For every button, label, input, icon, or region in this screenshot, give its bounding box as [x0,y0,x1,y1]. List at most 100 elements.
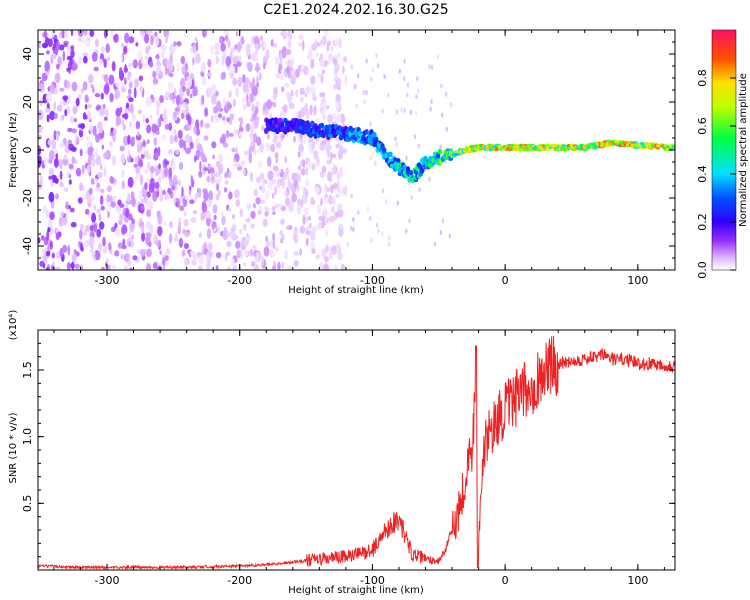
spectrogram-cell [385,199,388,204]
spectrogram-cell [47,139,52,146]
spectrogram-cell [156,240,162,248]
spectrogram-cell [249,82,254,89]
spectrogram-cell [285,66,291,74]
spectrogram-cell [322,208,326,214]
spectrogram-cell [250,132,253,138]
spectrogram-cell [43,156,48,166]
spectrogram-cell [173,41,177,47]
y-tick-label: 40 [21,47,34,61]
spectrogram-trace-cell [364,129,369,135]
spectrogram-cell [142,140,147,148]
spectrogram-cell [232,98,236,108]
spectrogram-cell [71,81,78,92]
colorbar-tick-label: 0.4 [696,165,709,183]
spectrogram-cell [54,177,59,184]
spectrogram-cell [221,211,224,217]
spectrogram-cell [156,266,163,270]
spectrogram-cell [332,55,338,60]
spectrogram-cell [320,38,326,44]
spectrogram-cell [112,155,117,166]
spectrogram-cell [262,218,268,227]
spectrogram-cell [272,165,279,172]
spectrogram-cell [211,221,216,230]
spectrogram-cell [135,120,140,130]
spectrogram-cell [211,141,217,149]
spectrogram-cell [135,42,139,47]
spectrogram-trace-cell [409,169,414,176]
spectrogram-cell [226,117,230,123]
spectrogram-cell [242,83,249,94]
spectrogram-cell [324,197,330,204]
spectrogram-trace-cell [405,166,411,172]
spectrogram-cell [90,244,94,254]
spectrogram-cell [200,212,206,221]
spectrogram-cell [139,85,144,93]
spectrogram-cell [259,72,262,81]
spectrogram-cell [63,42,68,47]
spectrogram-cell [270,144,276,153]
spectrogram-cell [148,241,152,247]
spectrogram-cell [253,188,259,197]
spectrogram-cell [299,225,306,234]
spectrogram-cell [181,65,187,76]
spectrogram-cell [56,63,60,70]
spectrogram-cell [383,74,386,80]
spectrogram-cell [416,76,419,82]
spectrogram-cell [130,191,135,200]
spectrogram-cell [70,115,74,124]
spectrogram-cell [130,238,134,249]
spectrogram-cell [226,230,229,239]
spectrogram-cell [105,201,111,213]
spectrogram-cell [99,195,104,206]
spectrogram-cell [405,155,408,161]
spectrogram-cell [199,151,205,158]
spectrogram-cell [189,45,193,54]
spectrogram-cell [201,61,206,73]
spectrogram-cell [230,47,236,52]
spectrogram-cell [264,179,268,184]
spectrogram-cell [51,265,55,270]
spectrogram-cell [58,31,62,39]
spectrogram-trace-cell [495,147,500,151]
spectrogram-cell [66,45,71,54]
spectrogram-cell [144,55,149,60]
spectrogram-cell [232,233,237,241]
spectrogram-cell [230,52,234,61]
spectrogram-cell [217,226,221,233]
spectrogram-cell [259,199,266,204]
spectrogram-cell [186,77,192,88]
spectrogram-cell [316,52,319,57]
spectrogram-cell [308,222,312,229]
spectrogram-cell [365,58,368,64]
spectrogram-cell [121,180,125,190]
spectrogram-cell [226,266,231,270]
spectrogram-cell [198,232,203,238]
spectrogram-cell [165,247,171,256]
spectrogram-cell [189,93,193,98]
spectrogram-cell [261,125,265,132]
spectrogram-cell [145,221,151,229]
colorbar-tick-label: 0.0 [696,261,709,279]
spectrogram-y-label: Frequency (Hz) [8,112,19,188]
spectrogram-cell [337,209,344,218]
spectrogram-cell [333,83,338,90]
spectrogram-marks [38,30,675,270]
spectrogram-cell [250,141,255,148]
spectrogram-cell [93,223,98,233]
spectrogram-cell [352,226,355,232]
spectrogram-cell [335,242,341,253]
spectrogram-cell [51,252,55,259]
spectrogram-cell [128,213,133,221]
spectrogram-cell [250,223,255,229]
spectrogram-cell [337,86,341,91]
spectrogram-cell [239,130,243,138]
spectrogram-cell [308,142,312,152]
spectrogram-cell [119,67,123,78]
spectrogram-cell [149,61,154,68]
spectrogram-cell [83,195,87,200]
spectrogram-cell [323,30,329,37]
spectrogram-cell [212,172,218,178]
spectrogram-cell [44,30,47,39]
spectrogram-cell [118,219,123,225]
spectrogram-cell [256,149,260,154]
